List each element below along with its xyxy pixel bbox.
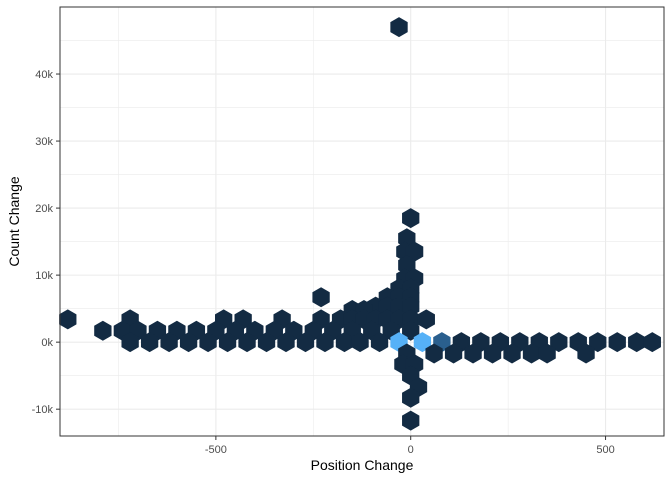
y-tick-label: 0k bbox=[41, 337, 53, 349]
hexbin-cell bbox=[417, 309, 435, 330]
hexbin-cell bbox=[402, 320, 420, 341]
hexbin-cell bbox=[643, 332, 661, 353]
hexbin-cell bbox=[589, 332, 607, 353]
hexbin-cell bbox=[413, 332, 432, 353]
hexbin-cells bbox=[59, 17, 661, 431]
hexbin-cell bbox=[405, 241, 424, 262]
hexbin-cell bbox=[238, 332, 256, 353]
hexbin-cell bbox=[577, 343, 595, 364]
hexbin-cell bbox=[121, 332, 139, 353]
hexbin-cell bbox=[444, 343, 463, 364]
hexbin-cell bbox=[464, 343, 482, 364]
y-tick-label: 40k bbox=[35, 69, 53, 81]
y-tick-label: -10k bbox=[32, 404, 54, 416]
hexbin-cell bbox=[312, 287, 330, 308]
hexbin-cell bbox=[370, 332, 389, 353]
hexbin-cell bbox=[402, 296, 420, 317]
hexbin-cell bbox=[140, 332, 159, 353]
hexbin-cell bbox=[335, 332, 354, 353]
hexbin-cell bbox=[277, 332, 295, 353]
hexbin-cell bbox=[503, 343, 521, 364]
hexbin-cell bbox=[608, 332, 626, 353]
hexbin-cell bbox=[425, 343, 443, 364]
hexbin-cell bbox=[218, 332, 237, 353]
hexbin-cell bbox=[550, 332, 568, 353]
hexbin-cell bbox=[351, 332, 369, 353]
x-tick-label: 0 bbox=[408, 444, 414, 456]
y-tick-label: 30k bbox=[35, 136, 53, 148]
hexbin-cell bbox=[179, 332, 198, 353]
hexbin-cell bbox=[59, 309, 77, 330]
hexbin-cell bbox=[402, 387, 420, 408]
y-tick-label: 10k bbox=[35, 270, 53, 282]
x-tick-label: 500 bbox=[596, 444, 614, 456]
hexbin-cell bbox=[296, 332, 315, 353]
y-axis-title: Count Change bbox=[6, 176, 22, 267]
hexbin-cell bbox=[628, 332, 646, 353]
hexbin-cell bbox=[390, 17, 408, 38]
y-tick-label: 20k bbox=[35, 203, 53, 215]
hexbin-cell bbox=[94, 320, 112, 341]
hexbin-cell bbox=[538, 343, 556, 364]
hexbin-cell bbox=[257, 332, 276, 353]
panel-border bbox=[59, 6, 665, 437]
y-axis-ticks: -10k 0k 10k 20k 30k 40k bbox=[32, 69, 60, 416]
hexbin-cell bbox=[402, 208, 420, 229]
x-tick-label: -500 bbox=[205, 444, 227, 456]
minor-gridlines bbox=[60, 7, 664, 436]
hexbin-cell bbox=[160, 332, 178, 353]
hexbin-cell bbox=[483, 343, 502, 364]
hexbin-cell bbox=[316, 332, 334, 353]
hexbin-cell bbox=[402, 410, 420, 431]
hexbin-cell bbox=[199, 332, 217, 353]
x-axis-ticks: -500 0 500 bbox=[205, 436, 615, 456]
hexbin-cell bbox=[522, 343, 541, 364]
x-axis-title: Position Change bbox=[311, 457, 414, 473]
